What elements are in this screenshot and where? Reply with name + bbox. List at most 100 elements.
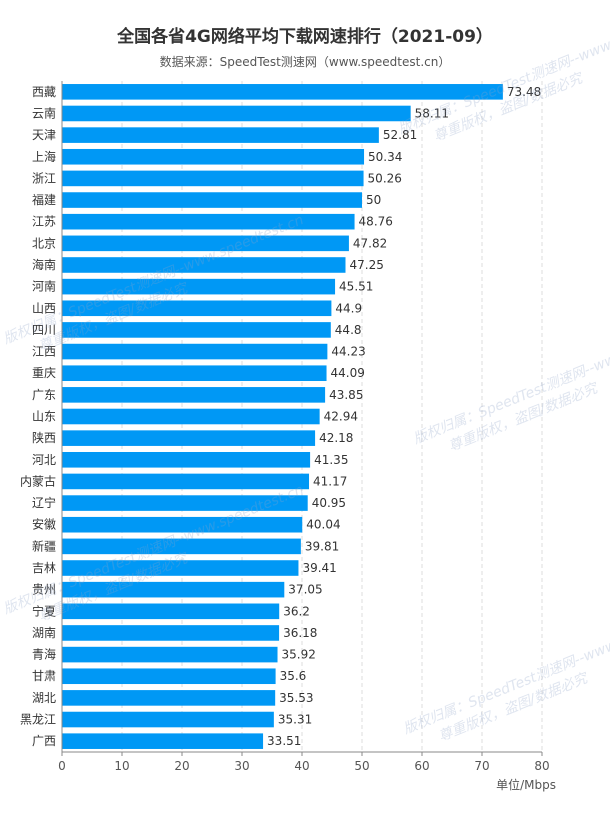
category-label: 海南 — [32, 257, 56, 272]
bar — [62, 257, 346, 273]
data-label: 39.81 — [305, 539, 339, 553]
data-label: 42.94 — [324, 410, 358, 424]
category-label: 辽宁 — [32, 495, 56, 510]
data-label: 50.34 — [368, 150, 402, 164]
data-label: 48.76 — [359, 215, 393, 229]
category-label: 湖北 — [32, 690, 56, 705]
bar — [62, 495, 308, 511]
bar — [62, 516, 303, 533]
bar — [62, 733, 264, 749]
data-label: 50 — [366, 193, 381, 207]
category-label: 河北 — [32, 453, 56, 467]
bar — [62, 711, 274, 728]
category-label: 山东 — [32, 410, 56, 424]
data-label: 41.35 — [314, 453, 348, 467]
bar — [62, 127, 379, 143]
data-label: 40.95 — [312, 496, 346, 510]
data-label: 44.9 — [335, 301, 362, 315]
data-label: 37.05 — [288, 583, 322, 597]
data-label: 36.2 — [283, 604, 310, 618]
data-label: 35.53 — [279, 691, 313, 705]
category-label: 西藏 — [32, 85, 56, 99]
category-label: 北京 — [32, 236, 56, 250]
data-label: 73.48 — [507, 85, 541, 99]
category-label: 陕西 — [32, 430, 56, 445]
x-tick-label: 0 — [58, 759, 66, 773]
category-label: 福建 — [32, 192, 56, 207]
category-label: 上海 — [32, 149, 56, 164]
category-label: 湖南 — [32, 625, 56, 640]
category-label: 内蒙古 — [20, 473, 56, 488]
category-label: 云南 — [32, 105, 56, 120]
category-label: 江西 — [32, 345, 56, 359]
x-tick-label: 60 — [414, 759, 429, 773]
bar — [62, 148, 365, 165]
x-tick-label: 70 — [474, 759, 489, 773]
category-label: 新疆 — [32, 538, 56, 553]
bar — [62, 278, 336, 295]
category-label: 贵州 — [32, 583, 56, 597]
category-label: 重庆 — [32, 366, 56, 380]
bar — [62, 105, 411, 122]
category-label: 宁夏 — [32, 603, 56, 618]
bar — [62, 192, 362, 208]
bar — [62, 473, 310, 490]
chart-subtitle: 数据来源：SpeedTest测速网（www.speedtest.cn） — [159, 55, 451, 69]
x-tick-label: 80 — [534, 759, 549, 773]
bar — [62, 430, 316, 446]
data-label: 47.82 — [353, 236, 387, 250]
category-label: 江苏 — [32, 215, 56, 229]
category-label: 天津 — [32, 128, 56, 142]
data-label: 35.31 — [278, 713, 312, 727]
data-label: 52.81 — [383, 128, 417, 142]
bar — [62, 322, 331, 338]
data-label: 44.8 — [335, 323, 362, 337]
category-label: 黑龙江 — [20, 713, 56, 727]
bar — [62, 387, 326, 403]
bar — [62, 668, 276, 685]
data-label: 39.41 — [302, 561, 336, 575]
data-label: 58.11 — [415, 106, 449, 120]
category-label: 广东 — [32, 388, 56, 402]
bar — [62, 581, 285, 598]
category-label: 山西 — [32, 301, 56, 315]
bar — [62, 690, 276, 706]
x-tick-label: 30 — [234, 759, 249, 773]
data-label: 35.92 — [282, 648, 316, 662]
data-label: 50.26 — [368, 171, 402, 185]
category-label: 甘肃 — [32, 669, 56, 683]
x-axis-label: 单位/Mbps — [496, 777, 556, 792]
data-label: 41.17 — [313, 474, 347, 488]
category-label: 青海 — [32, 647, 56, 662]
category-label: 浙江 — [32, 171, 56, 185]
category-label: 吉林 — [32, 561, 56, 575]
bar — [62, 408, 320, 425]
data-label: 44.23 — [331, 345, 365, 359]
bar — [62, 625, 280, 641]
bar — [62, 538, 301, 555]
bar — [62, 365, 327, 382]
bar — [62, 451, 311, 468]
category-label: 四川 — [32, 323, 56, 337]
bar — [62, 170, 364, 187]
chart-title: 全国各省4G网络平均下载网速排行（2021-09） — [117, 27, 493, 47]
bar — [62, 84, 503, 100]
x-tick-label: 20 — [174, 759, 189, 773]
category-label: 安徽 — [32, 517, 56, 532]
data-label: 36.18 — [283, 626, 317, 640]
bar — [62, 343, 328, 360]
x-tick-label: 50 — [354, 759, 369, 773]
data-label: 35.6 — [280, 669, 307, 683]
bar — [62, 235, 349, 252]
bar — [62, 560, 299, 576]
category-label: 广西 — [32, 734, 56, 748]
x-tick-label: 10 — [114, 759, 129, 773]
data-label: 33.51 — [267, 734, 301, 748]
data-label: 47.25 — [350, 258, 384, 272]
bar — [62, 213, 355, 230]
data-label: 40.04 — [306, 518, 340, 532]
bar — [62, 300, 332, 317]
x-tick-label: 40 — [294, 759, 309, 773]
